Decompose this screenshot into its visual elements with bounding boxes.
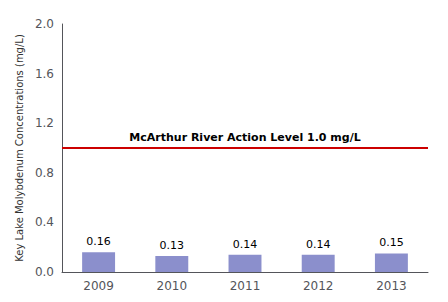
svg-text:2011: 2011 <box>230 279 261 293</box>
svg-text:0.0: 0.0 <box>35 265 54 279</box>
svg-text:McArthur River Action Level 1.: McArthur River Action Level 1.0 mg/L <box>129 131 360 144</box>
svg-text:0.14: 0.14 <box>233 238 258 251</box>
svg-text:2013: 2013 <box>376 279 407 293</box>
svg-text:0.8: 0.8 <box>35 166 54 180</box>
svg-text:1.6: 1.6 <box>35 67 54 81</box>
svg-text:2009: 2009 <box>83 279 114 293</box>
svg-text:2.0: 2.0 <box>35 17 54 31</box>
svg-text:Key Lake Molybdenum Concentrat: Key Lake Molybdenum Concentrations (mg/L… <box>14 34 25 262</box>
svg-text:0.15: 0.15 <box>379 236 404 249</box>
svg-text:0.16: 0.16 <box>86 235 111 248</box>
svg-text:0.4: 0.4 <box>35 215 54 229</box>
svg-text:2012: 2012 <box>303 279 334 293</box>
svg-text:0.14: 0.14 <box>306 238 331 251</box>
svg-text:0.13: 0.13 <box>160 239 185 252</box>
svg-text:1.2: 1.2 <box>35 116 54 130</box>
svg-text:2010: 2010 <box>157 279 188 293</box>
